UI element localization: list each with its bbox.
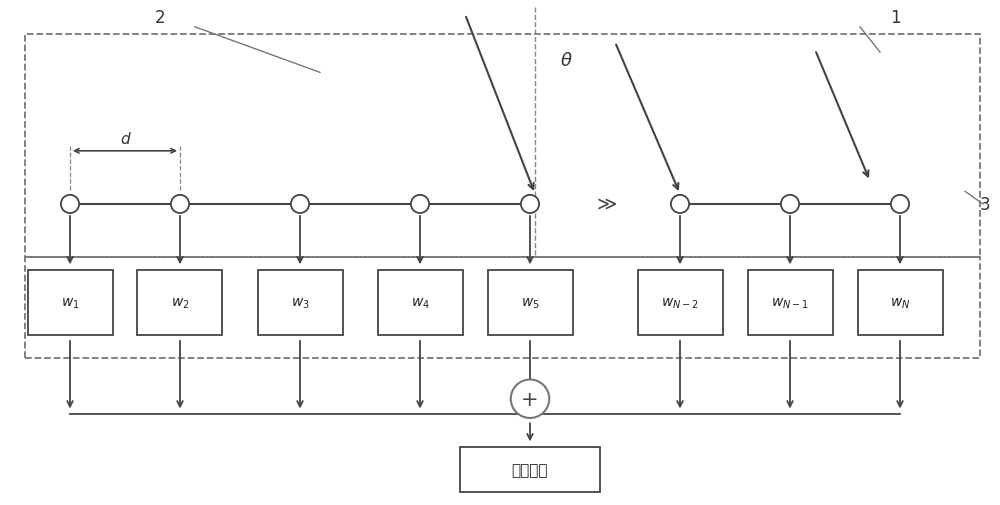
Text: $w_{1}$: $w_{1}$ [61, 296, 79, 310]
Text: 2: 2 [155, 9, 165, 27]
Text: $\theta$: $\theta$ [560, 52, 573, 70]
Text: 3: 3 [980, 195, 990, 214]
Text: d: d [120, 131, 130, 146]
Text: +: + [521, 389, 539, 409]
FancyBboxPatch shape [638, 270, 723, 336]
Text: 波束输出: 波束输出 [512, 462, 548, 477]
Text: 1: 1 [890, 9, 900, 27]
Circle shape [411, 195, 429, 214]
Text: $\gg$: $\gg$ [593, 195, 617, 214]
Text: $w_{N-1}$: $w_{N-1}$ [771, 296, 809, 310]
Circle shape [891, 195, 909, 214]
Circle shape [671, 195, 689, 214]
FancyBboxPatch shape [258, 270, 342, 336]
FancyBboxPatch shape [378, 270, 462, 336]
Circle shape [61, 195, 79, 214]
Text: $w_{N-2}$: $w_{N-2}$ [661, 296, 699, 310]
Text: $w_{4}$: $w_{4}$ [411, 296, 429, 310]
Text: $w_{N}$: $w_{N}$ [890, 296, 910, 310]
Text: $w_{2}$: $w_{2}$ [171, 296, 189, 310]
FancyBboxPatch shape [460, 447, 600, 492]
Text: $w_{5}$: $w_{5}$ [521, 296, 539, 310]
FancyBboxPatch shape [858, 270, 942, 336]
Circle shape [171, 195, 189, 214]
Circle shape [291, 195, 309, 214]
FancyBboxPatch shape [137, 270, 222, 336]
FancyBboxPatch shape [28, 270, 112, 336]
FancyBboxPatch shape [488, 270, 572, 336]
Circle shape [521, 195, 539, 214]
FancyBboxPatch shape [748, 270, 832, 336]
Circle shape [511, 380, 549, 418]
Circle shape [781, 195, 799, 214]
Text: $w_{3}$: $w_{3}$ [291, 296, 309, 310]
